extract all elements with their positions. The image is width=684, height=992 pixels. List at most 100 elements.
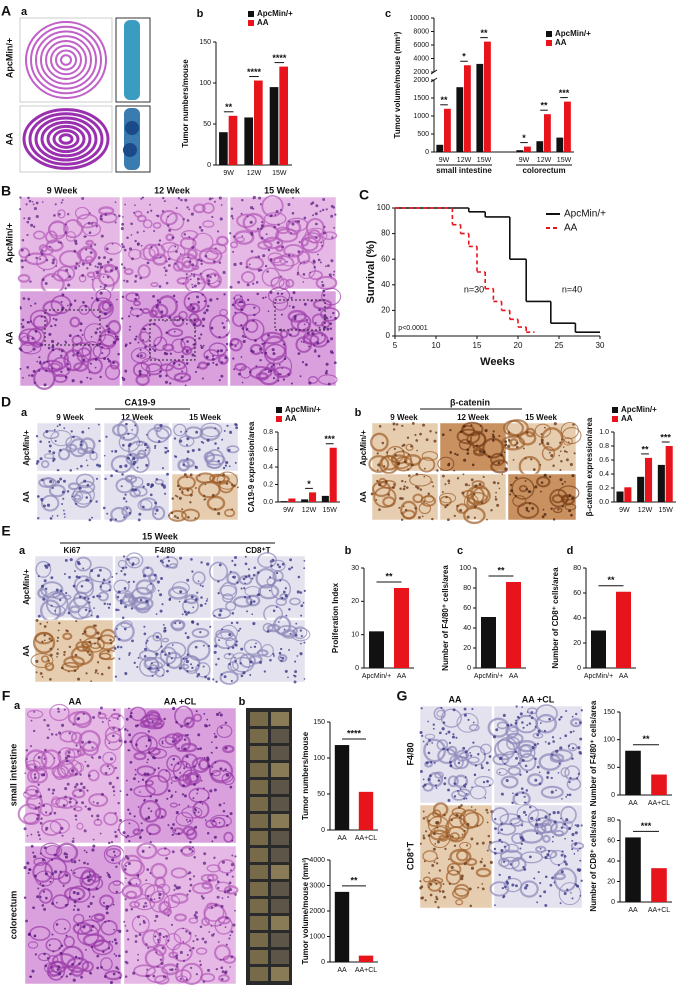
nucleus	[425, 830, 427, 832]
nucleus	[561, 826, 564, 829]
nucleus	[63, 510, 65, 512]
nucleus	[429, 430, 431, 432]
nucleus	[35, 330, 37, 332]
segment	[250, 831, 268, 845]
nucleus	[558, 718, 560, 720]
nucleus	[217, 580, 219, 582]
nucleus	[92, 451, 95, 454]
nucleus	[184, 233, 186, 235]
nucleus	[172, 707, 175, 710]
nucleus	[189, 848, 192, 851]
nucleus	[213, 820, 215, 822]
nucleus	[164, 320, 166, 322]
nucleus	[63, 885, 65, 887]
nucleus	[501, 793, 504, 796]
nucleus	[110, 757, 113, 760]
nucleus	[148, 730, 150, 732]
nucleus	[224, 768, 226, 770]
nucleus	[159, 932, 161, 934]
nucleus	[541, 481, 544, 484]
legend-swatch	[276, 407, 282, 413]
nucleus	[540, 433, 542, 435]
y-tick-label: 40	[463, 625, 471, 632]
nucleus	[158, 897, 160, 899]
nucleus	[67, 213, 69, 215]
nucleus	[163, 267, 165, 269]
nucleus	[103, 256, 106, 259]
bar	[591, 631, 606, 669]
label: AA	[4, 132, 14, 145]
nucleus	[568, 827, 571, 830]
nucleus	[225, 465, 227, 467]
nucleus	[109, 518, 112, 521]
bar	[625, 837, 641, 902]
nucleus	[202, 378, 204, 380]
nucleus	[505, 443, 508, 446]
nucleus	[42, 804, 45, 807]
nucleus	[75, 773, 78, 776]
nucleus	[115, 675, 117, 677]
nucleus	[226, 815, 228, 817]
nucleus	[57, 425, 59, 427]
nucleus	[126, 718, 129, 721]
nucleus	[566, 451, 568, 453]
nucleus	[423, 837, 426, 840]
nucleus	[194, 285, 197, 288]
nucleus	[223, 326, 226, 329]
nucleus	[214, 442, 217, 445]
nucleus	[428, 820, 430, 822]
nucleus	[102, 721, 104, 723]
nucleus	[280, 373, 282, 375]
nucleus	[122, 296, 124, 298]
nucleus	[33, 711, 35, 713]
nucleus	[176, 963, 178, 965]
y-tick-label: 0	[386, 331, 391, 340]
nucleus	[442, 491, 444, 493]
nucleus	[139, 370, 142, 373]
nucleus	[161, 962, 164, 965]
nucleus	[392, 486, 395, 489]
nucleus	[463, 459, 466, 462]
nucleus	[435, 896, 437, 898]
nucleus	[421, 707, 423, 709]
nucleus	[67, 363, 69, 365]
nucleus	[90, 251, 93, 254]
nucleus	[555, 750, 558, 753]
nucleus	[160, 577, 163, 580]
nucleus	[115, 470, 118, 473]
nucleus	[172, 236, 175, 239]
annotation: n=40	[562, 284, 582, 294]
nucleus	[211, 840, 213, 842]
nucleus	[80, 381, 83, 384]
nucleus	[261, 221, 263, 223]
nucleus	[109, 589, 111, 591]
nucleus	[106, 718, 108, 720]
nucleus	[436, 469, 439, 472]
nucleus	[159, 285, 162, 288]
nucleus	[523, 448, 525, 450]
nucleus	[464, 830, 466, 832]
nucleus	[307, 332, 310, 335]
segment	[250, 780, 268, 794]
nucleus	[179, 590, 182, 593]
nucleus	[273, 226, 276, 229]
nucleus	[187, 256, 189, 258]
nucleus	[494, 827, 497, 830]
nucleus	[202, 325, 205, 328]
nucleus	[315, 322, 317, 324]
nucleus	[269, 590, 271, 592]
nucleus	[65, 592, 67, 594]
nucleus	[197, 366, 199, 368]
nucleus	[216, 713, 219, 716]
nucleus	[150, 898, 153, 901]
nucleus	[34, 207, 37, 210]
nucleus	[93, 607, 95, 609]
nucleus	[568, 745, 570, 747]
nucleus	[54, 853, 57, 856]
nucleus	[239, 262, 242, 265]
nucleus	[112, 941, 114, 943]
panel-letter: b	[345, 545, 352, 557]
nucleus	[108, 742, 110, 744]
nucleus	[125, 898, 127, 900]
nucleus	[189, 260, 192, 263]
